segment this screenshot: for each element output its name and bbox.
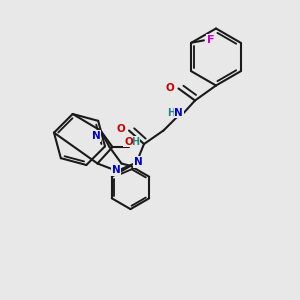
Text: N: N <box>174 107 183 118</box>
Text: F: F <box>207 35 214 45</box>
Text: H: H <box>167 107 176 118</box>
Text: N: N <box>134 157 142 167</box>
Text: O: O <box>116 124 125 134</box>
Text: O: O <box>124 136 133 147</box>
Text: N: N <box>112 165 121 176</box>
Text: N: N <box>92 131 100 141</box>
Text: O: O <box>165 83 174 93</box>
Text: H: H <box>131 136 139 147</box>
